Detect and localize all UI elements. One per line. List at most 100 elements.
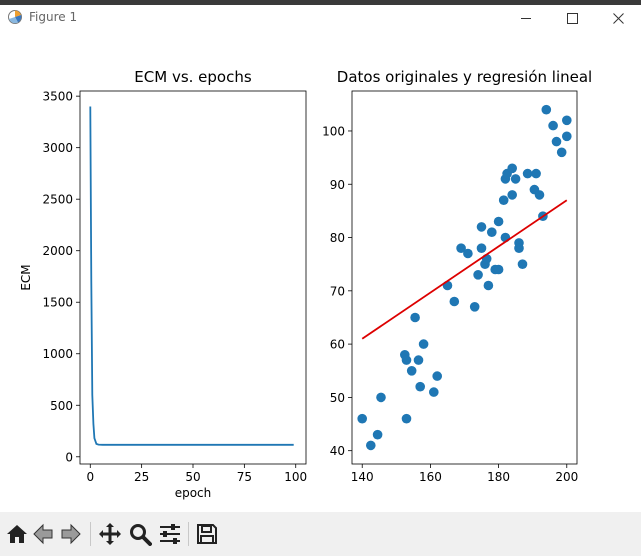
y-tick-label: 2000 (42, 244, 73, 258)
x-tick-label: 75 (237, 470, 252, 484)
home-button[interactable] (4, 521, 30, 547)
y-tick-label: 60 (330, 338, 345, 352)
close-button[interactable] (595, 5, 641, 32)
zoom-icon (130, 524, 152, 546)
scatter-point (442, 280, 453, 291)
y-tick-label: 80 (330, 231, 345, 245)
pan-icon (99, 523, 121, 545)
configure-subplots-icon (160, 524, 180, 544)
figure-canvas: 0 25 50 75 100 0 500 1000 1500 2000 2500 3000 3500 EC… (0, 32, 641, 512)
axes-frame (79, 90, 307, 465)
x-tick-label: 160 (419, 470, 442, 484)
toolbar-separator (188, 522, 189, 546)
y-axis-label: ECM (19, 264, 33, 290)
scatter-point (463, 248, 473, 259)
scatter-point (507, 190, 517, 200)
regression-line (361, 199, 568, 340)
home-icon (7, 525, 27, 543)
scatter-point (413, 355, 424, 365)
x-axis-label: epoch (175, 486, 212, 500)
toolbar-separator (90, 522, 91, 546)
forward-button[interactable] (58, 521, 84, 547)
scatter-point (401, 413, 412, 424)
x-tick-label: 140 (351, 470, 374, 484)
x-tick-label: 25 (134, 470, 149, 484)
scatter-point (507, 163, 517, 174)
scatter-point (372, 429, 383, 440)
y-tick-label: 70 (330, 284, 345, 298)
scatter-point (556, 147, 567, 158)
scatter-point (551, 136, 562, 147)
y-tick-label: 40 (330, 444, 345, 458)
scatter-point (376, 392, 386, 403)
x-tick-label: 0 (86, 470, 94, 484)
scatter-point (483, 280, 494, 291)
scatter-point (456, 243, 466, 253)
scatter-point (410, 312, 420, 323)
scatter-point (473, 270, 483, 280)
y-tick-label: 1500 (42, 296, 73, 310)
back-button[interactable] (30, 521, 56, 547)
scatter-point (514, 243, 524, 253)
x-tick-label: 180 (487, 470, 510, 484)
chart-title: ECM vs. epochs (134, 68, 252, 86)
matplotlib-app-icon (7, 9, 23, 25)
scatter-point (429, 387, 439, 397)
background-taskbar-strip (0, 0, 641, 5)
scatter-point (476, 222, 487, 232)
y-tick-label: 50 (330, 391, 345, 405)
y-tick-label: 1000 (42, 347, 73, 361)
window-title: Figure 1 (29, 10, 78, 24)
scatter-point (366, 440, 376, 451)
minimize-icon (521, 18, 531, 19)
back-icon (33, 523, 53, 545)
scatter-point (415, 381, 426, 392)
scatter-point (534, 190, 545, 200)
scatter-point (562, 131, 572, 142)
scatter-point (432, 371, 443, 381)
save-button[interactable] (194, 521, 220, 547)
y-tick-label: 500 (50, 399, 73, 413)
y-tick-label: 2500 (42, 193, 73, 207)
scatter-point (531, 168, 541, 179)
zoom-button[interactable] (127, 521, 153, 547)
y-tick-label: 100 (322, 124, 345, 138)
y-tick-label: 0 (65, 450, 73, 464)
y-tick-label: 3500 (42, 90, 73, 104)
save-icon (197, 524, 217, 544)
axes-frame (351, 90, 578, 465)
configure-subplots-button[interactable] (157, 521, 183, 547)
forward-icon (61, 523, 81, 545)
x-tick-label: 100 (284, 470, 307, 484)
ecm-line (89, 106, 294, 446)
pan-button[interactable] (97, 521, 123, 547)
scatter-point (357, 413, 368, 424)
scatter-point (418, 339, 429, 349)
scatter-point (449, 296, 460, 307)
minimize-button[interactable] (503, 5, 549, 32)
maximize-button[interactable] (549, 5, 595, 32)
scatter-point (401, 355, 412, 365)
navigation-toolbar (0, 512, 641, 556)
scatter-point (476, 243, 487, 253)
figure-svg: 0 25 50 75 1000500100015002000250030003500EC… (19, 68, 592, 500)
scatter-point (498, 195, 509, 205)
y-tick-label: 90 (330, 178, 345, 192)
scatter-point (487, 227, 497, 237)
scatter-point (541, 104, 552, 115)
scatter-point (548, 120, 558, 131)
x-tick-label: 200 (555, 470, 578, 484)
scatter-point (517, 259, 528, 269)
scatter-point (406, 366, 417, 376)
maximize-icon (566, 13, 578, 24)
scatter-point (510, 174, 521, 184)
scatter-point (493, 216, 504, 227)
x-tick-label: 50 (185, 470, 200, 484)
scatter-point (522, 168, 533, 179)
window-titlebar: Figure 1 (0, 5, 641, 32)
scatter-point (469, 302, 480, 312)
chart-title: Datos originales y regresión lineal (337, 68, 592, 86)
scatter-point (562, 115, 572, 126)
scatter-point (493, 264, 504, 275)
close-icon (612, 13, 624, 24)
